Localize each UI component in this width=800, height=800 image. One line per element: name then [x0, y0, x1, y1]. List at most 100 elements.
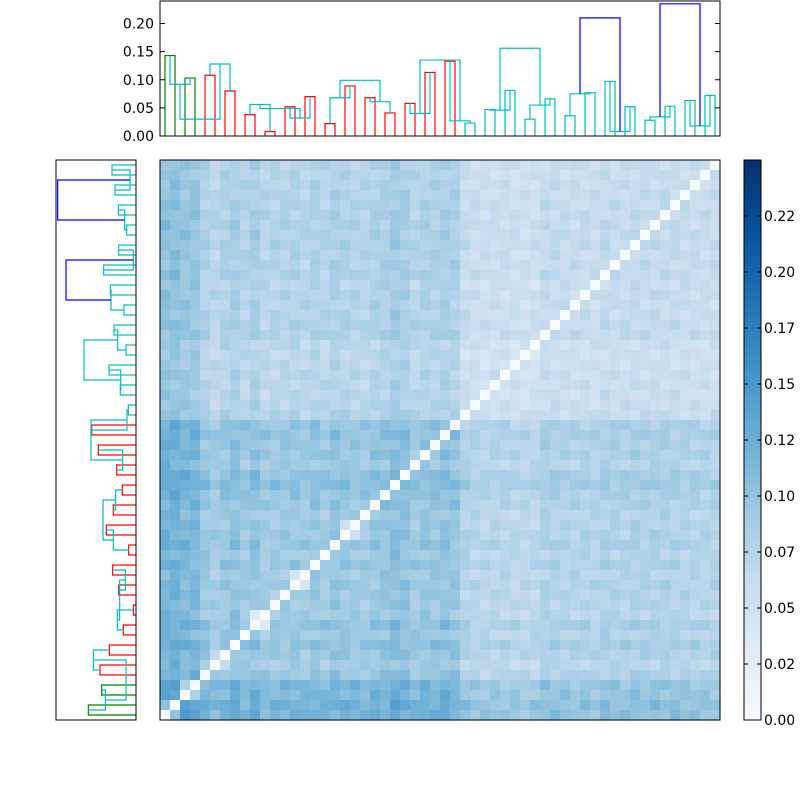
heatmap-cell — [230, 190, 241, 201]
heatmap-cell — [670, 430, 681, 441]
heatmap-cell — [600, 210, 611, 221]
heatmap-cell — [630, 670, 641, 681]
heatmap-cell — [180, 330, 191, 341]
heatmap-cell — [650, 530, 661, 541]
heatmap-cell — [470, 420, 481, 431]
heatmap-cell — [230, 240, 241, 251]
heatmap-cell — [550, 690, 561, 701]
heatmap-cell — [630, 630, 641, 641]
heatmap-cell — [280, 700, 291, 711]
heatmap-cell — [510, 550, 521, 561]
heatmap-cell — [540, 180, 551, 191]
heatmap-cell — [650, 170, 661, 181]
heatmap-cell — [230, 220, 241, 231]
heatmap-cell — [700, 680, 711, 691]
heatmap-cell — [540, 590, 551, 601]
heatmap-cell — [610, 230, 621, 241]
heatmap-cell — [590, 560, 601, 571]
left-dendro-link — [83, 339, 121, 381]
heatmap-cell — [210, 510, 221, 521]
heatmap-cell — [420, 590, 431, 601]
heatmap-cell — [570, 330, 581, 341]
heatmap-cell — [260, 230, 271, 241]
heatmap-cell — [460, 250, 471, 261]
heatmap-cell — [170, 230, 181, 241]
heatmap-cell — [350, 540, 361, 551]
heatmap-cell — [270, 360, 281, 371]
heatmap-cell — [460, 700, 471, 711]
heatmap-cell — [250, 200, 261, 211]
heatmap-cell — [280, 490, 291, 501]
heatmap-cell — [410, 430, 421, 441]
heatmap-cell — [590, 510, 601, 521]
heatmap-cell — [680, 430, 691, 441]
heatmap-cell — [480, 310, 491, 321]
heatmap-cell — [370, 560, 381, 571]
heatmap-cell — [590, 210, 601, 221]
heatmap-cell — [250, 670, 261, 681]
heatmap-cell — [190, 610, 201, 621]
heatmap-cell — [530, 400, 541, 411]
heatmap-cell — [280, 540, 291, 551]
heatmap-cell — [390, 220, 401, 231]
heatmap-cell — [340, 440, 351, 451]
heatmap-cell — [360, 510, 371, 521]
heatmap-cell — [700, 620, 711, 631]
heatmap-cell — [330, 170, 341, 181]
heatmap-cell — [330, 360, 341, 371]
heatmap-cell — [370, 700, 381, 711]
heatmap-cell — [440, 190, 451, 201]
heatmap-cell — [530, 710, 541, 721]
heatmap-cell — [510, 330, 521, 341]
heatmap-cell — [680, 170, 691, 181]
heatmap-cell — [710, 320, 721, 331]
heatmap-cell — [250, 190, 261, 201]
heatmap-cell — [450, 400, 461, 411]
heatmap-cell — [160, 260, 171, 271]
heatmap-cell — [520, 380, 531, 391]
heatmap-cell — [340, 550, 351, 561]
heatmap-cell — [650, 270, 661, 281]
heatmap-cell — [280, 250, 291, 261]
heatmap-cell — [380, 670, 391, 681]
heatmap-cell — [170, 380, 181, 391]
heatmap-cell — [190, 290, 201, 301]
heatmap-cell — [440, 370, 451, 381]
heatmap-cell — [560, 510, 571, 521]
heatmap-cell — [710, 230, 721, 241]
heatmap-cell — [460, 510, 471, 521]
heatmap-cell — [260, 460, 271, 471]
heatmap-cell — [210, 270, 221, 281]
heatmap-cell — [200, 530, 211, 541]
heatmap-cell — [250, 330, 261, 341]
heatmap-cell — [570, 650, 581, 661]
heatmap-cell — [510, 640, 521, 651]
heatmap-cell — [470, 400, 481, 411]
heatmap-cell — [470, 250, 481, 261]
heatmap-cell — [260, 200, 271, 211]
heatmap-cell — [290, 210, 301, 221]
heatmap-cell — [330, 680, 341, 691]
heatmap-cell — [470, 570, 481, 581]
heatmap-cell — [300, 460, 311, 471]
heatmap-cell — [230, 700, 241, 711]
heatmap-cell — [520, 520, 531, 531]
heatmap-cell — [440, 540, 451, 551]
heatmap-cell — [190, 270, 201, 281]
heatmap-cell — [230, 330, 241, 341]
heatmap-cell — [430, 500, 441, 511]
heatmap-cell — [330, 160, 341, 171]
heatmap-cell — [200, 210, 211, 221]
heatmap-cell — [310, 240, 321, 251]
heatmap-cell — [240, 250, 251, 261]
heatmap-cell — [710, 710, 721, 721]
heatmap-cell — [530, 470, 541, 481]
heatmap-cell — [600, 520, 611, 531]
heatmap-cell — [270, 290, 281, 301]
heatmap-cell — [560, 190, 571, 201]
heatmap-cell — [670, 250, 681, 261]
heatmap-cell — [160, 340, 171, 351]
heatmap-cell — [670, 560, 681, 571]
heatmap-cell — [310, 380, 321, 391]
heatmap-cell — [260, 390, 271, 401]
